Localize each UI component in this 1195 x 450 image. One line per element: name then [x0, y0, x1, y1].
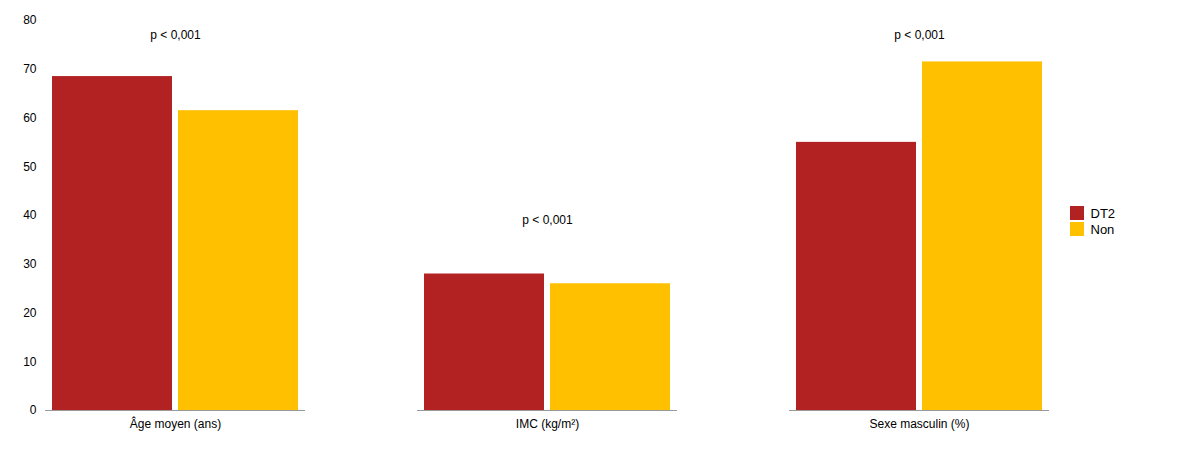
svg-text:p < 0,001: p < 0,001	[150, 28, 201, 42]
svg-text:p < 0,001: p < 0,001	[894, 28, 945, 42]
svg-text:70: 70	[23, 62, 37, 76]
svg-text:Sexe masculin (%): Sexe masculin (%)	[869, 417, 969, 431]
svg-text:IMC (kg/m²): IMC (kg/m²)	[516, 417, 579, 431]
svg-text:10: 10	[23, 355, 37, 369]
svg-text:50: 50	[23, 160, 37, 174]
html-text:Non: Non	[1090, 221, 1115, 237]
svg-text:Âge moyen (ans): Âge moyen (ans)	[130, 416, 221, 431]
svg-text:60: 60	[23, 111, 37, 125]
html-text:DT2: DT2	[1090, 205, 1116, 221]
svg-text:30: 30	[23, 257, 37, 271]
svg-text:20: 20	[23, 306, 37, 320]
svg-text:0: 0	[30, 403, 37, 417]
svg-text:40: 40	[23, 208, 37, 222]
svg-text:p < 0,001: p < 0,001	[522, 213, 573, 227]
svg-text:80: 80	[23, 13, 37, 27]
